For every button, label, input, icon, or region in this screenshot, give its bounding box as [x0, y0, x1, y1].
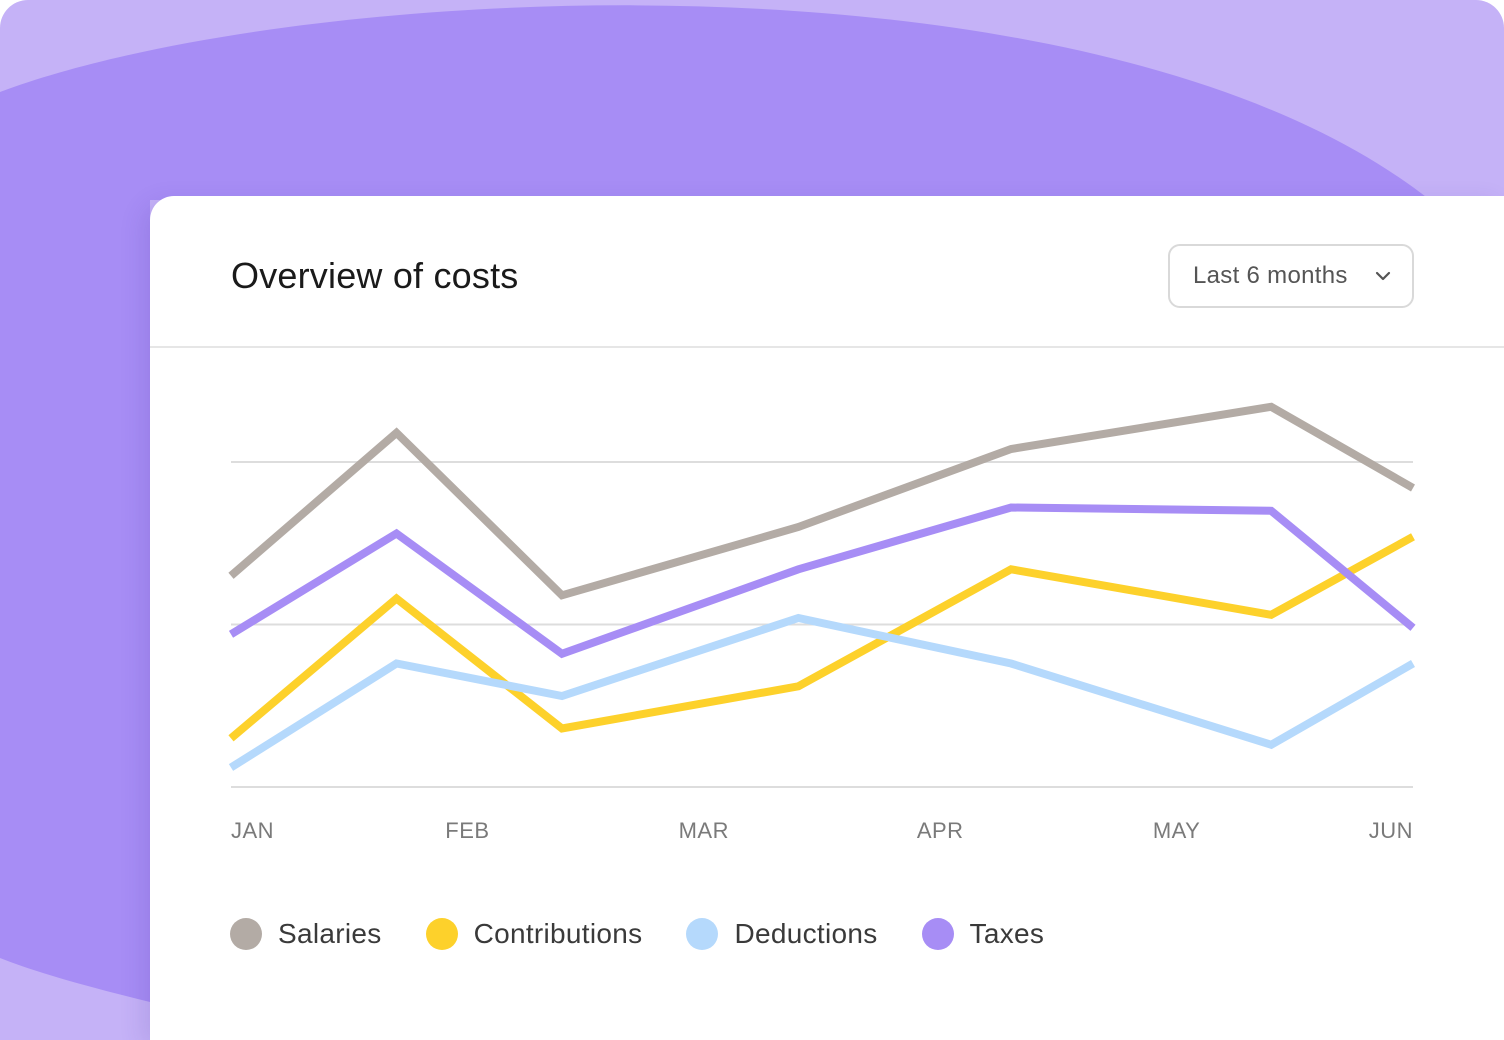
x-tick-label: JUN	[1369, 818, 1413, 843]
time-range-dropdown[interactable]: Last 6 months	[1168, 244, 1414, 308]
legend-label: Contributions	[473, 918, 643, 949]
x-tick-label: MAR	[679, 818, 729, 843]
series-line-salaries	[228, 402, 1415, 600]
legend-item-deductions: Deductions	[686, 918, 877, 950]
line-chart: JAN FEB MAR APR MAY JUN	[228, 402, 1416, 843]
x-tick-label: MAY	[1153, 818, 1201, 843]
series-line-taxes	[228, 503, 1416, 659]
legend-dot	[425, 918, 458, 950]
time-range-value: Last 6 months	[1193, 262, 1348, 289]
chart-legend: Salaries Contributions Deductions Taxes	[230, 914, 1088, 954]
x-tick-label: APR	[917, 818, 964, 843]
legend-item-contributions: Contributions	[425, 918, 643, 950]
legend-label: Deductions	[734, 918, 878, 949]
legend-dot	[921, 918, 954, 950]
legend-label: Salaries	[278, 918, 382, 949]
series-line-contributions	[228, 533, 1415, 742]
legend-label: Taxes	[969, 918, 1045, 949]
background-blob	[0, 5, 1430, 1002]
legend-dot	[686, 918, 719, 950]
costs-card: Overview of costs Last 6 months JAN FEB MA…	[150, 196, 1504, 1040]
x-tick-label: FEB	[445, 818, 489, 843]
card-header: Overview of costs Last 6 months	[150, 196, 1504, 348]
chevron-down-icon	[1375, 271, 1391, 281]
series-line-deductions	[228, 613, 1415, 771]
legend-dot	[230, 918, 262, 950]
card-title: Overview of costs	[231, 255, 519, 296]
x-tick-label: JAN	[231, 818, 274, 843]
legend-item-salaries: Salaries	[230, 918, 382, 950]
legend-item-taxes: Taxes	[921, 918, 1045, 950]
